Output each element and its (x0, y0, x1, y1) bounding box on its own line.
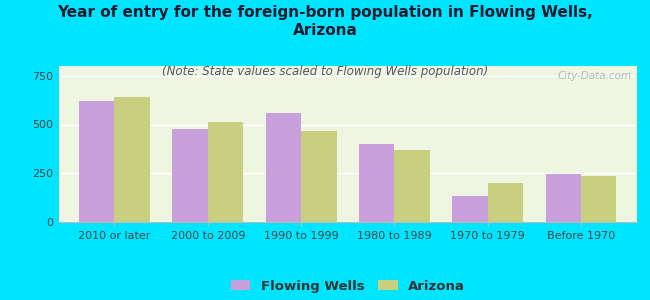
Bar (266, 113, 301, 222)
Legend: Flowing Wells, Arizona: Flowing Wells, Arizona (227, 276, 469, 296)
Bar (545, 174, 581, 222)
Bar (452, 196, 488, 222)
Bar (488, 183, 523, 222)
Bar (359, 144, 395, 222)
Bar (208, 122, 243, 222)
Bar (581, 176, 616, 222)
Bar (172, 129, 208, 222)
Text: City-Data.com: City-Data.com (557, 71, 631, 81)
Bar (79, 101, 114, 222)
Bar (114, 97, 150, 222)
Text: Year of entry for the foreign-born population in Flowing Wells,
Arizona: Year of entry for the foreign-born popul… (57, 4, 593, 38)
Text: (Note: State values scaled to Flowing Wells population): (Note: State values scaled to Flowing We… (162, 64, 488, 77)
Bar (395, 150, 430, 222)
Bar (301, 131, 337, 222)
